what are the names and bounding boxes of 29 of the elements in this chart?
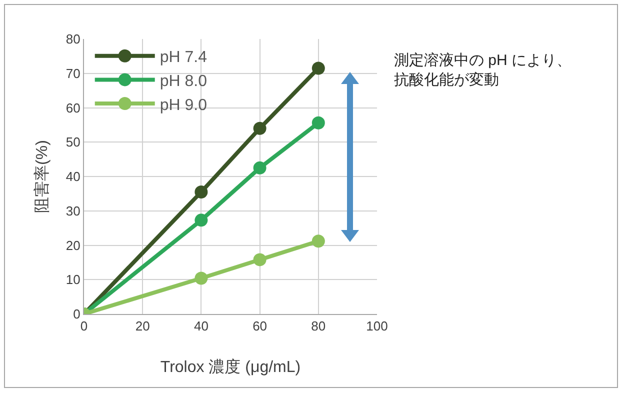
text: 測定溶液中の pH により、抗酸化能が変動 [394, 52, 572, 88]
legend-label: pH 7.4 [160, 49, 208, 66]
y-tick-label: 70 [66, 66, 80, 81]
point [253, 122, 266, 135]
y-tick-label: 30 [66, 203, 80, 218]
y-tick-label: 0 [73, 306, 80, 322]
y-tick-label: 40 [66, 169, 80, 184]
point [253, 161, 266, 174]
point [312, 234, 325, 248]
legend-label: pH 8.0 [160, 72, 208, 90]
x-tick-label: 20 [135, 318, 150, 334]
y-tick-label: 10 [66, 272, 80, 288]
x-tick-label: 40 [194, 318, 208, 334]
x-tick-label: 100 [366, 318, 388, 334]
point [253, 253, 266, 266]
point [194, 214, 208, 227]
y-axis-title: 阻害率(%) [32, 140, 51, 213]
y-tick-label: 80 [66, 32, 80, 47]
x-axis-title: Trolox 濃度 (μg/mL) [160, 358, 301, 376]
x-tick-label: 60 [252, 318, 268, 334]
point [312, 116, 325, 130]
point [194, 185, 208, 198]
y-tick-label: 50 [66, 134, 80, 150]
point [194, 272, 208, 285]
x-tick-label: 80 [311, 318, 326, 334]
point [312, 62, 325, 75]
y-tick-label: 60 [66, 100, 80, 116]
legend-label: pH 9.0 [160, 96, 208, 114]
y-tick-label: 20 [66, 238, 80, 253]
